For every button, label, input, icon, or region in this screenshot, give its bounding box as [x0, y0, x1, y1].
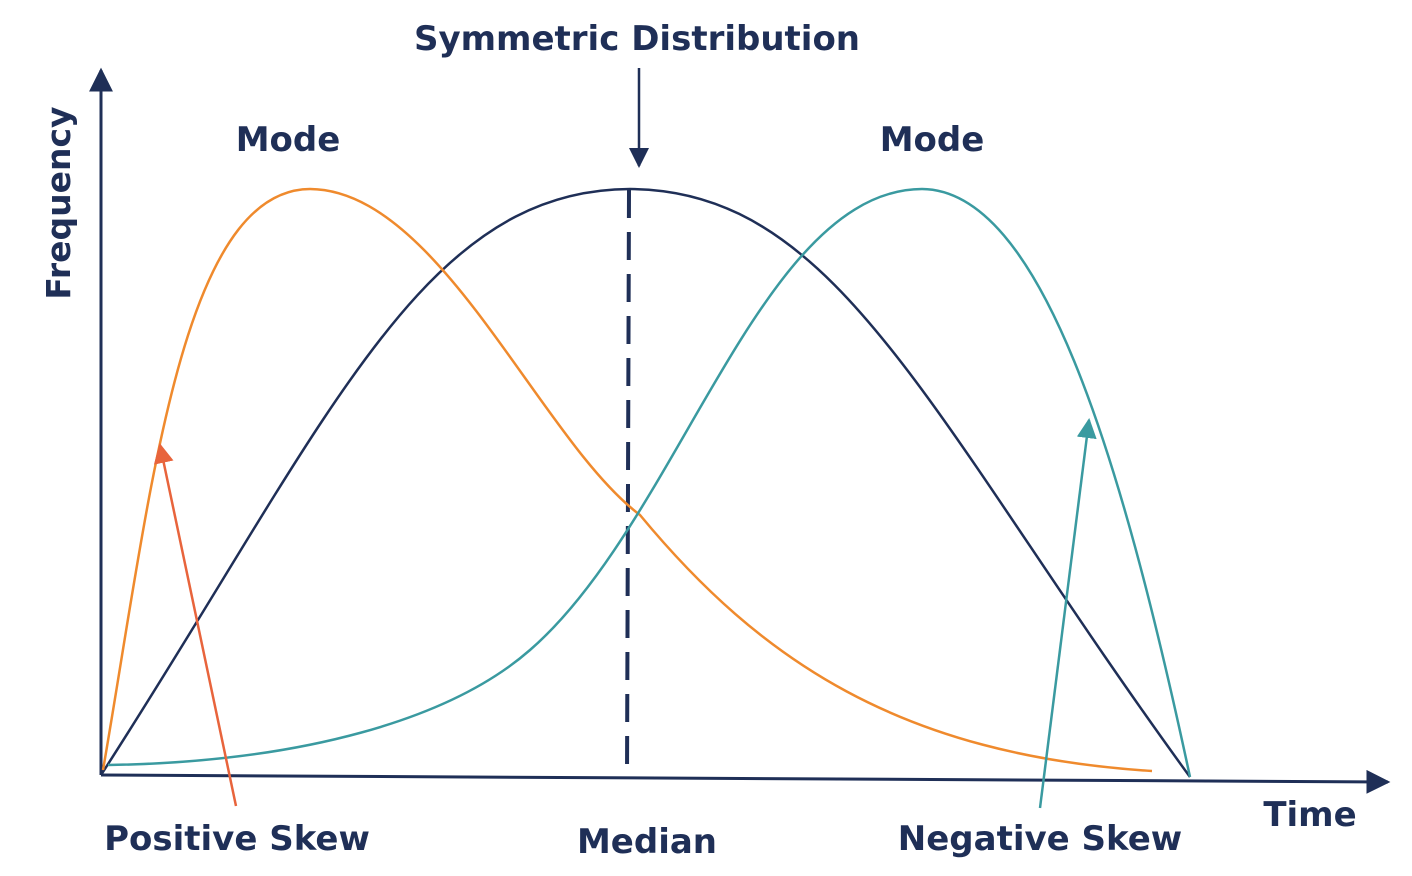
mode-right-label: Mode — [880, 120, 985, 160]
x-axis — [100, 769, 1391, 794]
negative-skew-curve — [107, 187, 1192, 778]
positive-skew-label: Positive Skew — [104, 819, 370, 859]
mode-left-label: Mode — [236, 120, 341, 160]
positive-skew-arrow — [153, 443, 238, 807]
median-line — [625, 189, 631, 779]
negative-skew-arrow — [1038, 418, 1097, 809]
y-axis-title: Frequency — [39, 106, 78, 299]
negative-skew-label: Negative Skew — [898, 819, 1182, 859]
symmetric-curve — [99, 187, 1192, 778]
symmetric-distribution-label: Symmetric Distribution — [414, 19, 860, 59]
x-axis-title: Time — [1263, 795, 1356, 835]
positive-skew-curve — [101, 187, 1153, 773]
median-label: Median — [577, 822, 717, 862]
